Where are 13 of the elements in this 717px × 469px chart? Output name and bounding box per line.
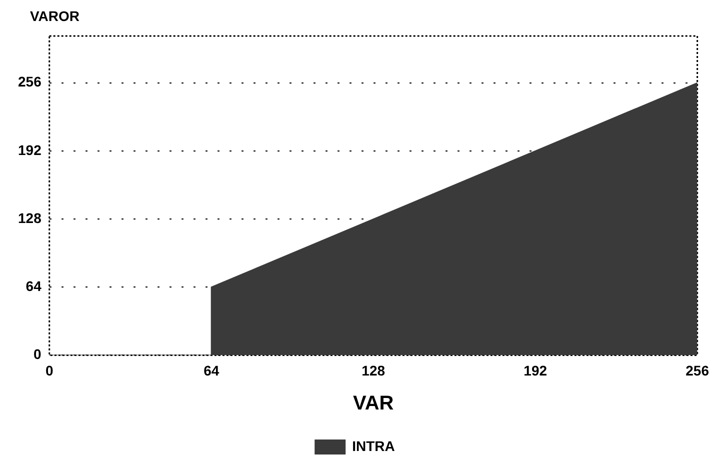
y-tick-label: 0 [34,346,42,362]
x-tick-label: 0 [45,362,54,378]
x-tick-label: 128 [362,362,386,378]
y-tick-label: 256 [18,74,42,90]
x-tick-label: 256 [686,362,710,378]
legend-label: INTRA [352,438,395,454]
y-tick-label: 128 [18,210,42,226]
y-tick-label: 192 [18,142,42,158]
y-axis-title: VAROR [30,8,80,24]
x-tick-label: 64 [204,362,220,378]
x-tick-label: 192 [524,362,548,378]
x-axis-title: VAR [352,392,394,415]
y-tick-label: 64 [26,278,42,294]
